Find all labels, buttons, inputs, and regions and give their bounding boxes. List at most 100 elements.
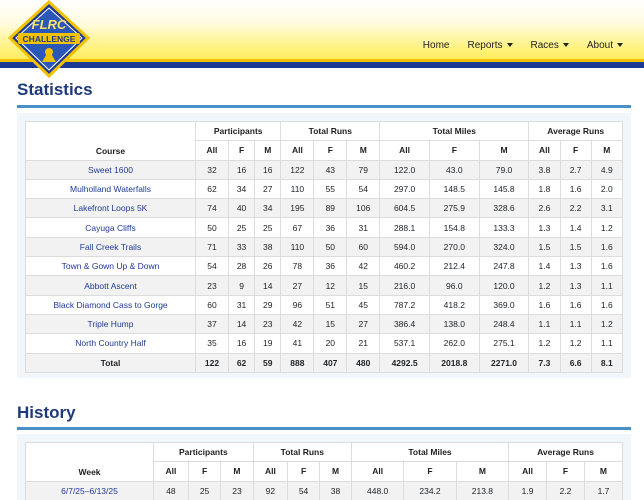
table-row: Town & Gown Up & Down 54 28 26 78 36 42 460.2 21… <box>25 256 624 277</box>
table-cell: 35 <box>195 333 229 354</box>
subheader-cell: All <box>252 461 289 482</box>
row-label-link[interactable]: Cayuga Cliffs <box>25 217 196 238</box>
table-cell: 31 <box>227 294 256 315</box>
statistics-table: Course Participants Total Runs Total Mil… <box>25 120 624 373</box>
table-cell: 38 <box>254 236 282 258</box>
table-cell: 79 <box>346 159 381 180</box>
row-label-link[interactable]: Black Diamond Cass to Gorge <box>25 294 196 315</box>
table-cell: 234.2 <box>403 480 457 500</box>
table-cell: 23 <box>254 313 282 335</box>
subheader-cell: M <box>583 461 624 482</box>
nav-about-menu[interactable]: About <box>578 40 632 51</box>
table-cell: 27 <box>280 275 315 296</box>
statistics-subheader-row: All F M All F M All F M All F M <box>26 140 624 161</box>
subheader-cell: M <box>220 461 254 482</box>
table-cell: 154.8 <box>428 217 480 238</box>
table-cell: 26 <box>254 256 282 277</box>
table-cell: 50 <box>195 217 229 238</box>
table-cell: 37 <box>195 313 229 335</box>
history-table-body: 6/7/25–6/13/25 48 25 23 92 54 38 448.0 234.2 213.… <box>25 480 624 500</box>
table-row: Mulholland Waterfalls 62 34 27 110 55 54 297.0 1… <box>25 178 624 200</box>
flrc-challenge-logo[interactable]: FLRC CHALLENGE <box>8 0 90 78</box>
table-cell: 275.1 <box>478 333 530 354</box>
statistics-card: Course Participants Total Runs Total Mil… <box>17 113 631 378</box>
table-cell: 25 <box>227 217 256 238</box>
subheader-cell: All <box>280 140 315 161</box>
table-cell: 1.7 <box>583 480 624 500</box>
subheader-cell: F <box>287 461 321 482</box>
subheader-cell: M <box>478 140 530 161</box>
table-cell: 41 <box>280 333 315 354</box>
row-label-link[interactable]: Abbott Ascent <box>25 275 196 296</box>
table-cell: 145.8 <box>478 178 530 200</box>
table-cell: 9 <box>227 275 256 296</box>
nav-races-label: Races <box>530 40 559 51</box>
row-label-link[interactable]: North Country Half <box>25 333 196 354</box>
subheader-cell: F <box>313 140 348 161</box>
nav-home-link[interactable]: Home <box>422 40 450 51</box>
table-cell: 216.0 <box>379 275 430 296</box>
subheader-cell: All <box>195 140 229 161</box>
total-cell: 4292.5 <box>379 352 430 373</box>
subheader-cell: F <box>428 140 480 161</box>
table-cell: 418.2 <box>428 294 480 315</box>
table-cell: 60 <box>195 294 229 315</box>
history-divider <box>17 427 631 430</box>
table-cell: 16 <box>227 333 256 354</box>
table-cell: 36 <box>313 256 348 277</box>
total-cell: 888 <box>280 352 315 373</box>
table-row: Abbott Ascent 23 9 14 27 12 15 216.0 96.0 120.0 1.… <box>25 275 624 296</box>
total-cell: 407 <box>313 352 348 373</box>
table-cell: 2.6 <box>528 198 561 219</box>
subheader-cell: All <box>379 140 430 161</box>
table-cell: 1.6 <box>590 294 624 315</box>
table-cell: 16 <box>254 159 282 180</box>
subheader-cell: M <box>319 461 352 482</box>
total-cell: 480 <box>346 352 381 373</box>
table-cell: 1.5 <box>559 236 592 258</box>
table-cell: 42 <box>346 256 381 277</box>
table-cell: 248.4 <box>478 313 530 335</box>
table-cell: 19 <box>254 333 282 354</box>
total-cell: 59 <box>254 352 282 373</box>
row-label-link[interactable]: Triple Hump <box>25 313 196 335</box>
table-cell: 369.0 <box>478 294 530 315</box>
table-cell: 54 <box>346 178 381 200</box>
table-cell: 324.0 <box>478 236 530 258</box>
table-cell: 27 <box>254 178 282 200</box>
nav-races-menu[interactable]: Races <box>522 40 578 51</box>
table-cell: 1.6 <box>528 294 561 315</box>
row-label-link[interactable]: Mulholland Waterfalls <box>25 178 196 200</box>
subheader-cell: M <box>455 461 510 482</box>
row-label-link[interactable]: Fall Creek Trails <box>25 236 196 258</box>
header-gold-stripe <box>0 59 644 62</box>
table-cell: 25 <box>254 217 282 238</box>
table-cell: 15 <box>346 275 381 296</box>
header-blue-stripe <box>0 62 644 68</box>
subheader-cell: F <box>187 461 222 482</box>
nav-reports-menu[interactable]: Reports <box>458 40 521 51</box>
row-label-link[interactable]: Town & Gown Up & Down <box>25 256 196 277</box>
logo-text-challenge: CHALLENGE <box>23 34 76 44</box>
chevron-down-icon <box>506 43 513 47</box>
table-cell: 43 <box>313 159 348 180</box>
subheader-cell: F <box>227 140 256 161</box>
table-cell: 1.1 <box>590 275 624 296</box>
row-label-link[interactable]: Sweet 1600 <box>25 159 196 180</box>
table-cell: 787.2 <box>379 294 430 315</box>
nav-reports-label: Reports <box>467 40 503 51</box>
row-label-link[interactable]: 6/7/25–6/13/25 <box>25 480 154 500</box>
table-cell: 40 <box>227 198 256 219</box>
table-row: 6/7/25–6/13/25 48 25 23 92 54 38 448.0 234.2 213.… <box>25 480 624 500</box>
row-label-link[interactable]: Lakefront Loops 5K <box>25 198 196 219</box>
table-cell: 43.0 <box>428 159 480 180</box>
table-cell: 386.4 <box>379 313 430 335</box>
table-cell: 34 <box>227 178 256 200</box>
table-cell: 48 <box>153 480 189 500</box>
subheader-cell: F <box>403 461 457 482</box>
table-cell: 20 <box>313 333 348 354</box>
average-runs-group-header: Average Runs <box>508 441 623 463</box>
table-cell: 1.1 <box>559 313 592 335</box>
table-cell: 1.2 <box>559 333 592 354</box>
history-table: Week Participants Total Runs Total Miles… <box>25 441 624 500</box>
